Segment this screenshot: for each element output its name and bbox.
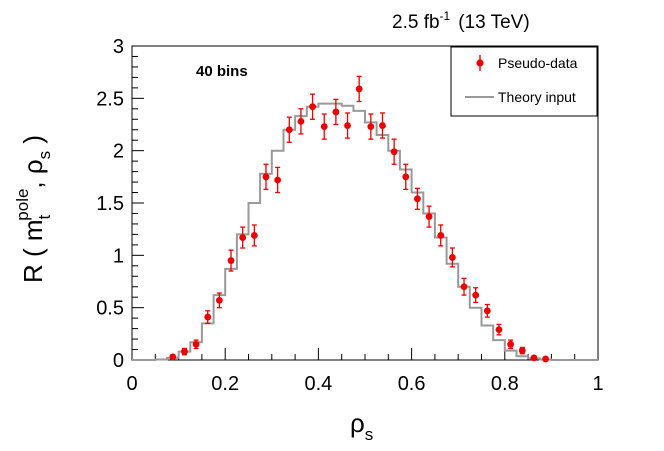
y-tick-label: 1.5 <box>96 193 124 215</box>
data-point <box>379 122 386 129</box>
data-point <box>309 103 316 111</box>
x-tick-label: 0.8 <box>491 373 519 395</box>
data-point <box>192 340 200 348</box>
y-axis-title-prefix: R ( m <box>18 219 48 283</box>
data-point <box>425 213 433 221</box>
header-lumi-exponent: -1 <box>440 9 451 23</box>
data-point <box>227 257 235 264</box>
data-point <box>274 176 282 184</box>
data-point <box>460 283 468 291</box>
y-tick-label: 2 <box>113 141 124 163</box>
data-point <box>530 354 538 362</box>
x-tick-labels: 0 0.2 0.4 0.6 0.8 1 <box>126 373 603 395</box>
header-lumi-value: 2.5 fb <box>392 12 440 33</box>
header-lumi: 2.5 fb-1 (13 TeV) <box>392 9 530 33</box>
data-point <box>204 313 212 321</box>
legend-marker-pseudo-data <box>476 59 484 67</box>
data-point <box>507 340 515 348</box>
data-point <box>390 148 398 156</box>
data-point <box>215 296 223 304</box>
pseudo-data-points <box>169 75 549 363</box>
y-tick-label: 0.5 <box>96 298 124 320</box>
data-point <box>402 173 410 181</box>
x-tick-label: 0.6 <box>398 373 426 395</box>
legend: Pseudo-data Theory input <box>450 46 598 117</box>
x-axis-title-sub: s <box>365 425 374 444</box>
x-tick-label: 0.4 <box>304 373 332 395</box>
data-point <box>285 126 293 134</box>
legend-label-pseudo-data: Pseudo-data <box>498 55 578 71</box>
legend-box <box>450 46 598 117</box>
data-point <box>448 254 456 261</box>
x-tick-label: 1 <box>592 373 603 395</box>
y-axis-title-mid: , ρ <box>18 159 48 188</box>
data-point <box>169 353 177 361</box>
y-tick-labels: 0 0.5 1 1.5 2 2.5 3 <box>96 36 124 372</box>
data-point <box>239 234 247 241</box>
data-point <box>367 123 375 130</box>
data-point <box>472 291 480 299</box>
data-point <box>542 355 549 363</box>
data-point <box>344 122 351 129</box>
data-point <box>414 195 421 203</box>
bins-annotation: 40 bins <box>196 63 248 80</box>
x-tick-label: 0.2 <box>211 373 239 395</box>
data-point <box>262 173 270 181</box>
x-axis-title-main: ρ <box>350 408 365 438</box>
data-point <box>495 326 503 334</box>
data-point <box>437 232 445 239</box>
data-point <box>320 123 328 130</box>
y-tick-label: 3 <box>113 36 124 58</box>
data-point <box>483 307 491 315</box>
y-axis-title-suffix: ) <box>18 135 48 151</box>
y-tick-label: 0 <box>113 350 124 372</box>
y-tick-label: 2.5 <box>96 88 124 110</box>
data-point <box>332 108 340 116</box>
y-axis-title: R ( mtpole, ρs ) <box>13 135 54 283</box>
y-tick-label: 1 <box>113 245 124 267</box>
data-point <box>518 347 526 354</box>
y-axis-title-sub2: s <box>35 151 54 160</box>
data-point <box>355 85 363 93</box>
header-energy: (13 TeV) <box>458 12 529 33</box>
data-point <box>250 232 258 239</box>
x-tick-label: 0 <box>126 373 137 395</box>
y-axis-title-sup: pole <box>13 189 32 221</box>
data-point <box>181 348 188 356</box>
theory-step-line <box>132 102 598 361</box>
legend-label-theory: Theory input <box>498 89 576 105</box>
y-axis-title-sub: t <box>35 214 54 219</box>
data-point <box>297 117 305 125</box>
x-axis-title: ρs <box>350 408 373 444</box>
